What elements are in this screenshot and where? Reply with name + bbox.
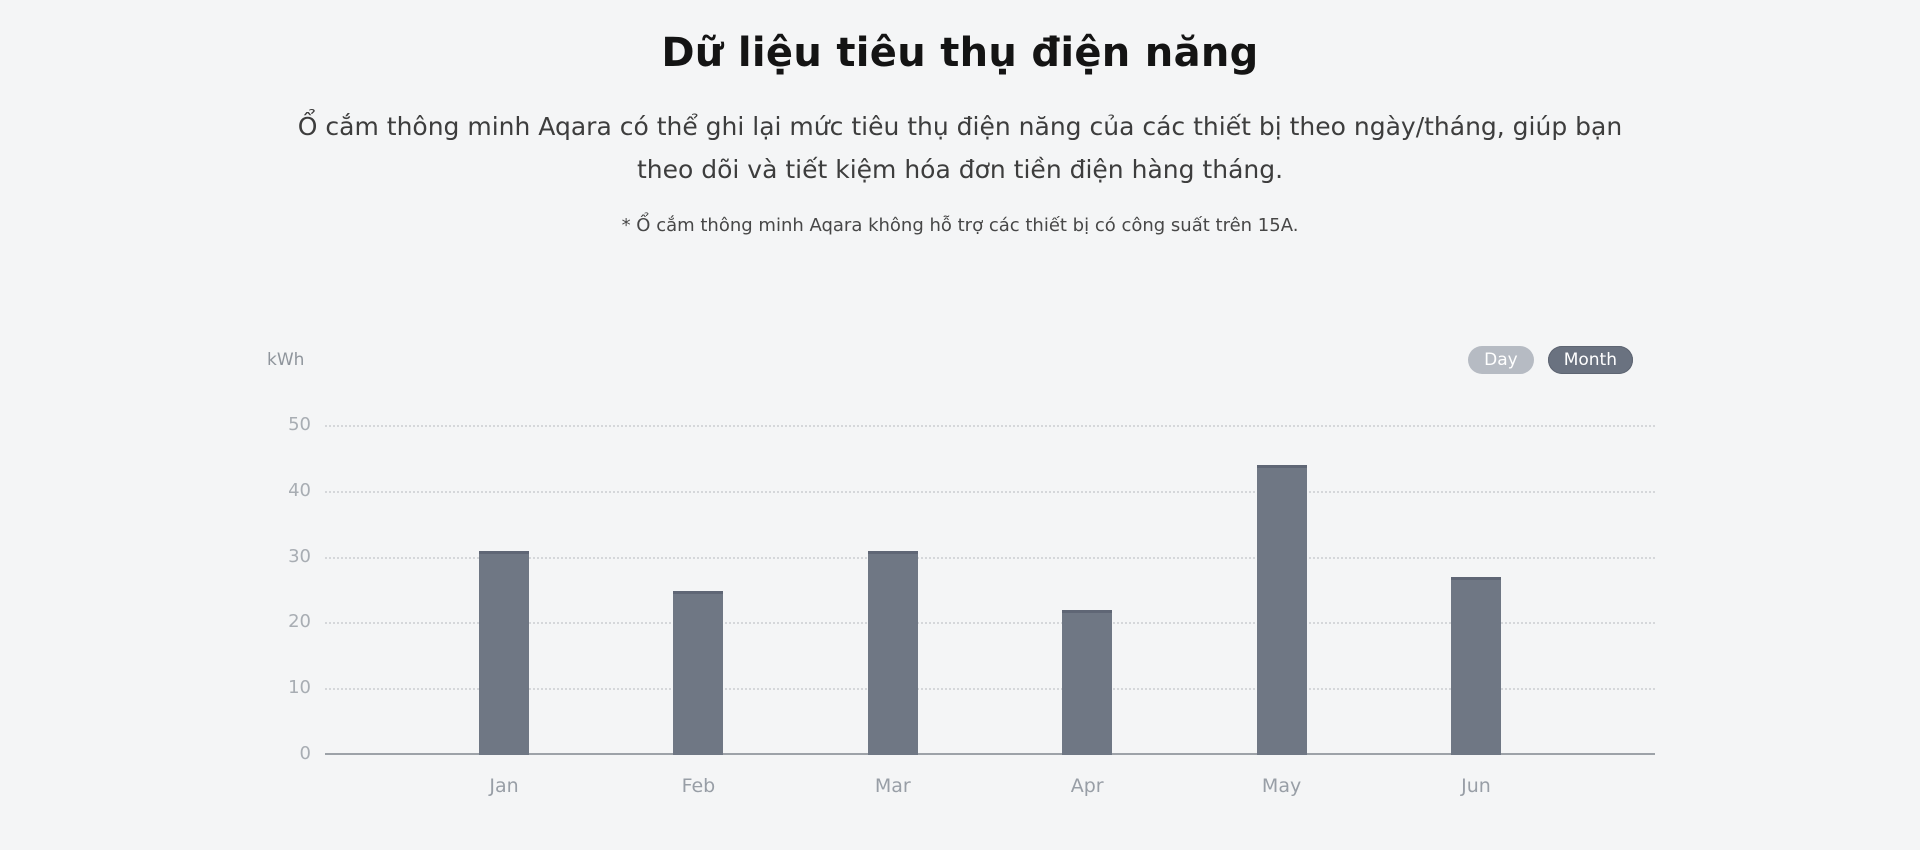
bar-apr — [1062, 610, 1113, 755]
y-tick-label-40: 40 — [288, 479, 311, 501]
y-tick-label-10: 10 — [288, 677, 311, 699]
grid-line-50 — [325, 425, 1655, 427]
period-toggle-group: Day Month — [1468, 346, 1655, 374]
x-axis-line — [325, 753, 1655, 755]
bars-container — [325, 426, 1655, 755]
x-slot-may: May — [1257, 775, 1307, 797]
x-tick-label-jun: Jun — [1461, 775, 1491, 797]
chart-header: kWh Day Month — [265, 346, 1655, 374]
y-axis-unit-label: kWh — [267, 350, 305, 370]
x-slot-feb: Feb — [673, 775, 723, 797]
bar-jun — [1450, 577, 1501, 755]
y-tick-label-20: 20 — [288, 611, 311, 633]
subtitle-line-2: theo dõi và tiết kiệm hóa đơn tiền điện … — [636, 154, 1284, 184]
footnote: * Ổ cắm thông minh Aqara không hỗ trợ cá… — [621, 215, 1299, 236]
x-tick-label-mar: Mar — [874, 775, 911, 797]
plot-wrap: 0 10 20 30 40 50 Jan Feb Mar Apr May Jun — [288, 414, 1655, 797]
x-slot-jun: Jun — [1451, 775, 1501, 797]
bar-may — [1256, 465, 1307, 755]
plot-area: 0 10 20 30 40 50 — [288, 414, 1655, 764]
page-title: Dữ liệu tiêu thụ điện năng — [661, 30, 1259, 76]
x-slot-apr: Apr — [1062, 775, 1112, 797]
x-tick-label-jan: Jan — [489, 775, 519, 797]
y-tick-label-0: 0 — [299, 743, 311, 764]
x-axis-labels: Jan Feb Mar Apr May Jun — [325, 775, 1655, 797]
x-tick-label-feb: Feb — [681, 775, 716, 797]
bar-mar — [867, 551, 918, 755]
x-slot-jan: Jan — [479, 775, 529, 797]
day-toggle-button[interactable]: Day — [1468, 346, 1534, 374]
bar-feb — [673, 590, 724, 755]
energy-consumption-chart: kWh Day Month 0 10 20 30 40 50 Jan Feb Mar Apr Ma… — [265, 346, 1655, 797]
grid-line-40 — [325, 490, 1655, 493]
month-toggle-button[interactable]: Month — [1547, 346, 1633, 374]
x-tick-label-apr: Apr — [1070, 775, 1104, 797]
grid-line-20 — [325, 622, 1655, 625]
page-subtitle: Ổ cắm thông minh Aqara có thể ghi lại mứ… — [0, 106, 1920, 191]
subtitle-line-1: Ổ cắm thông minh Aqara có thể ghi lại mứ… — [297, 112, 1623, 141]
x-tick-label-may: May — [1261, 775, 1302, 797]
grid-line-30 — [325, 556, 1655, 559]
bar-jan — [479, 551, 529, 755]
y-tick-label-30: 30 — [288, 545, 311, 567]
y-tick-label-50: 50 — [288, 414, 311, 435]
grid-line-10 — [325, 688, 1655, 691]
x-slot-mar: Mar — [868, 775, 918, 797]
